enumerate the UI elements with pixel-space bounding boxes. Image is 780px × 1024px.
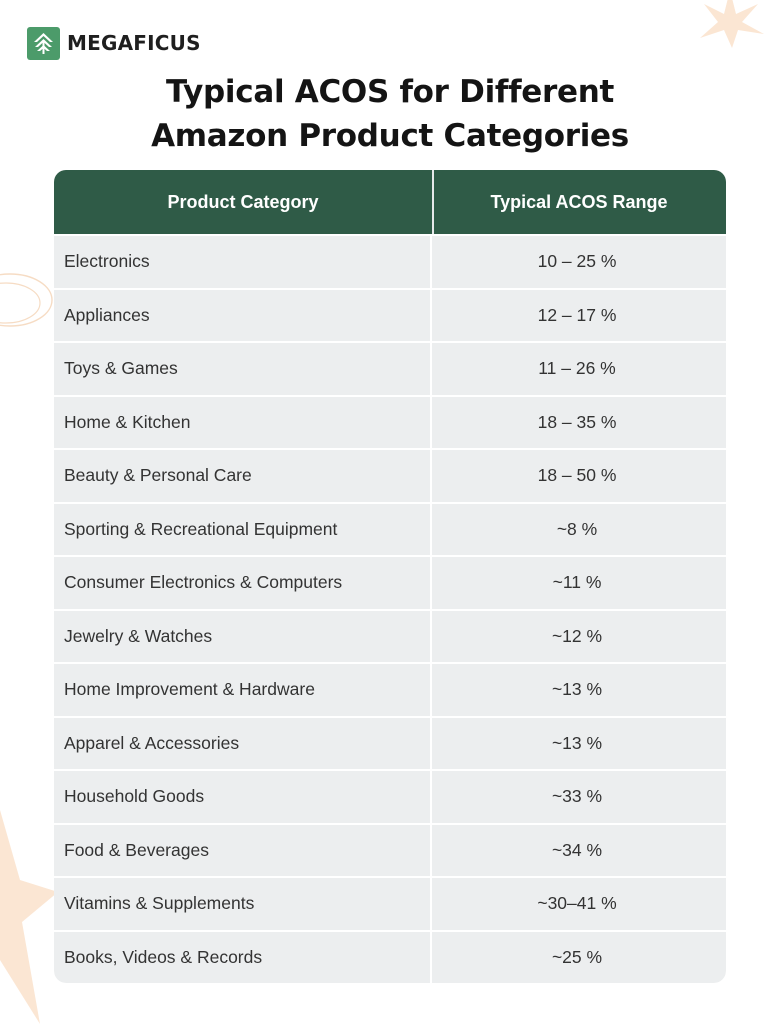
star-decoration-bottom-left-icon xyxy=(0,810,58,1024)
header-typical-acos-range: Typical ACOS Range xyxy=(490,191,668,212)
category-cell: Food & Beverages xyxy=(54,824,432,876)
table-header: Product Category Typical ACOS Range xyxy=(54,170,726,234)
page-title: Typical ACOS for Different Amazon Produc… xyxy=(0,70,780,158)
category-cell: Toys & Games xyxy=(54,343,432,395)
acos-cell: ~13 % xyxy=(551,679,603,700)
table-row: Toys & Games 11 – 26 % xyxy=(54,341,726,395)
category-cell: Electronics xyxy=(54,236,432,288)
acos-cell: ~30–41 % xyxy=(537,893,617,914)
category-cell: Beauty & Personal Care xyxy=(54,450,432,502)
category-cell: Sporting & Recreational Equipment xyxy=(54,503,432,555)
page-title-line-2: Amazon Product Categories xyxy=(151,118,629,154)
acos-cell: ~11 % xyxy=(552,572,602,593)
table-row: Jewelry & Watches ~12 % xyxy=(54,608,726,662)
acos-cell: 12 – 17 % xyxy=(537,304,617,325)
acos-table: Product Category Typical ACOS Range Elec… xyxy=(54,170,726,983)
acos-cell: ~25 % xyxy=(551,946,603,967)
table-row: Electronics 10 – 25 % xyxy=(54,234,726,288)
category-cell: Jewelry & Watches xyxy=(54,610,432,662)
category-cell: Household Goods xyxy=(54,771,432,823)
table-row: Vitamins & Supplements ~30–41 % xyxy=(54,876,726,930)
header-product-category: Product Category xyxy=(54,170,434,234)
table-row: Food & Beverages ~34 % xyxy=(54,822,726,876)
acos-cell: 18 – 35 % xyxy=(537,411,617,432)
ficus-leaf-icon xyxy=(27,26,60,60)
table-row: Consumer Electronics & Computers ~11 % xyxy=(54,555,726,609)
table-row: Apparel & Accessories ~13 % xyxy=(54,715,726,769)
category-cell: Consumer Electronics & Computers xyxy=(54,557,432,609)
category-cell: Home & Kitchen xyxy=(54,396,432,448)
table-row: Beauty & Personal Care 18 – 50 % xyxy=(54,448,726,502)
table-body: Electronics 10 – 25 % Appliances 12 – 17 %… xyxy=(54,234,726,983)
table-row: Books, Videos & Records ~25 % xyxy=(54,929,726,983)
table-row: Sporting & Recreational Equipment ~8 % xyxy=(54,501,726,555)
swirl-decoration-left-icon xyxy=(0,273,53,327)
acos-cell: ~33 % xyxy=(551,786,603,807)
table-row: Home & Kitchen 18 – 35 % xyxy=(54,394,726,448)
acos-cell: ~8 % xyxy=(556,518,598,539)
star-decoration-top-right-icon xyxy=(700,0,764,48)
brand-name: MEGAFICUS xyxy=(67,31,201,55)
acos-cell: 18 – 50 % xyxy=(537,465,617,486)
table-row: Appliances 12 – 17 % xyxy=(54,287,726,341)
acos-cell: 11 – 26 % xyxy=(538,358,616,379)
table-row: Home Improvement & Hardware ~13 % xyxy=(54,662,726,716)
category-cell: Apparel & Accessories xyxy=(54,717,432,769)
category-cell: Appliances xyxy=(54,289,432,341)
category-cell: Vitamins & Supplements xyxy=(54,878,432,930)
table-row: Household Goods ~33 % xyxy=(54,769,726,823)
acos-cell: ~12 % xyxy=(551,625,603,646)
acos-cell: ~13 % xyxy=(551,732,603,753)
category-cell: Books, Videos & Records xyxy=(54,931,432,983)
page-title-line-1: Typical ACOS for Different xyxy=(165,74,615,110)
acos-cell: 10 – 25 % xyxy=(537,251,617,272)
category-cell: Home Improvement & Hardware xyxy=(54,664,432,716)
acos-cell: ~34 % xyxy=(551,839,603,860)
brand-logo[interactable]: MEGAFICUS xyxy=(27,26,201,60)
